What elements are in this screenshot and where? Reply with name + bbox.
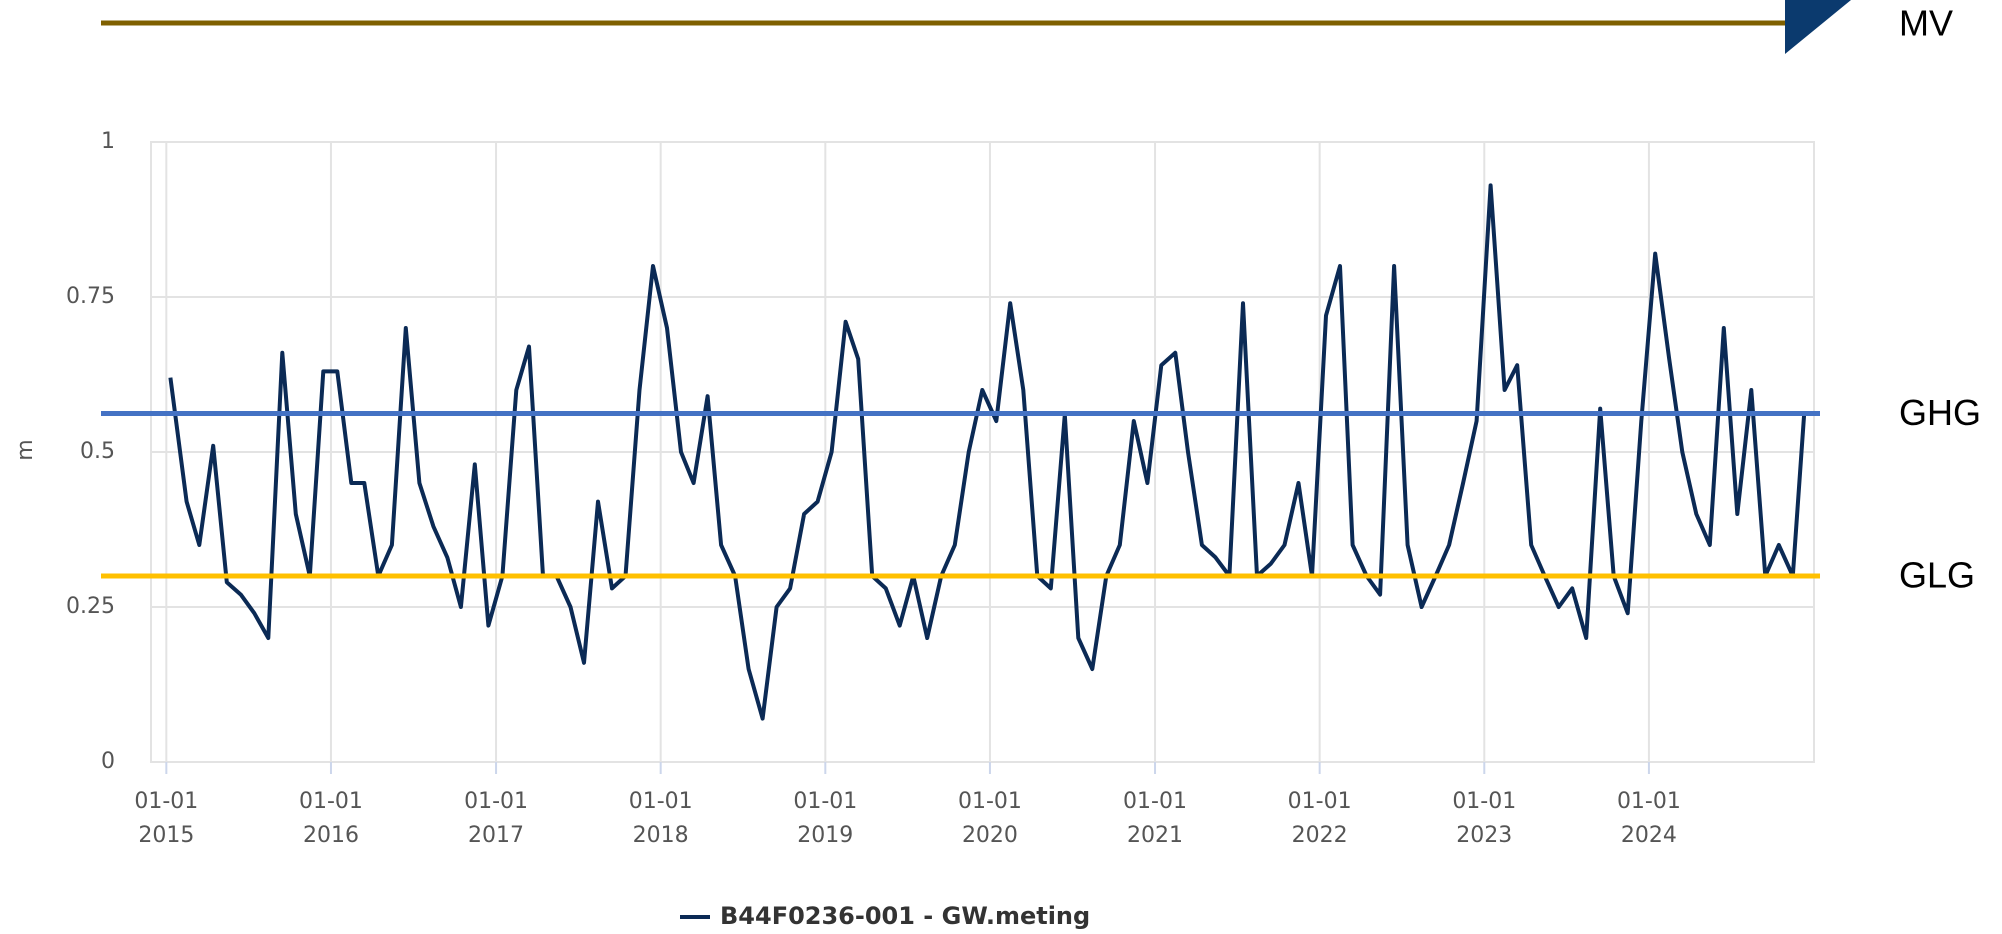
x-tick-label: 01-01 2019 <box>793 789 857 848</box>
x-tick-label: 01-01 2023 <box>1452 789 1516 848</box>
y-axis-label: m <box>13 439 38 460</box>
mv-label: MV <box>1899 3 1953 44</box>
legend-label: B44F0236-001 - GW.meting <box>720 902 1090 930</box>
y-tick-label: 1 <box>101 129 115 154</box>
x-tick-label: 01-01 2024 <box>1617 789 1681 848</box>
x-tick-label: 01-01 2017 <box>464 789 528 848</box>
reference-label: GLG <box>1899 555 1975 596</box>
series-line <box>168 183 1807 721</box>
x-tick-label: 01-01 2016 <box>299 789 363 848</box>
x-tick-label: 01-01 2021 <box>1123 789 1187 848</box>
y-tick-label: 0.25 <box>66 594 115 619</box>
x-tick-label: 01-01 2020 <box>958 789 1022 848</box>
corner-triangle <box>1785 0 1851 54</box>
y-tick-label: 0.5 <box>80 439 115 464</box>
y-tick-label: 0.75 <box>66 284 115 309</box>
y-tick-label: 0 <box>101 749 115 774</box>
x-tick-label: 01-01 2015 <box>134 789 198 848</box>
x-tick-label: 01-01 2018 <box>629 789 693 848</box>
reference-label: GHG <box>1899 392 1981 433</box>
x-tick-label: 01-01 2022 <box>1288 789 1352 848</box>
